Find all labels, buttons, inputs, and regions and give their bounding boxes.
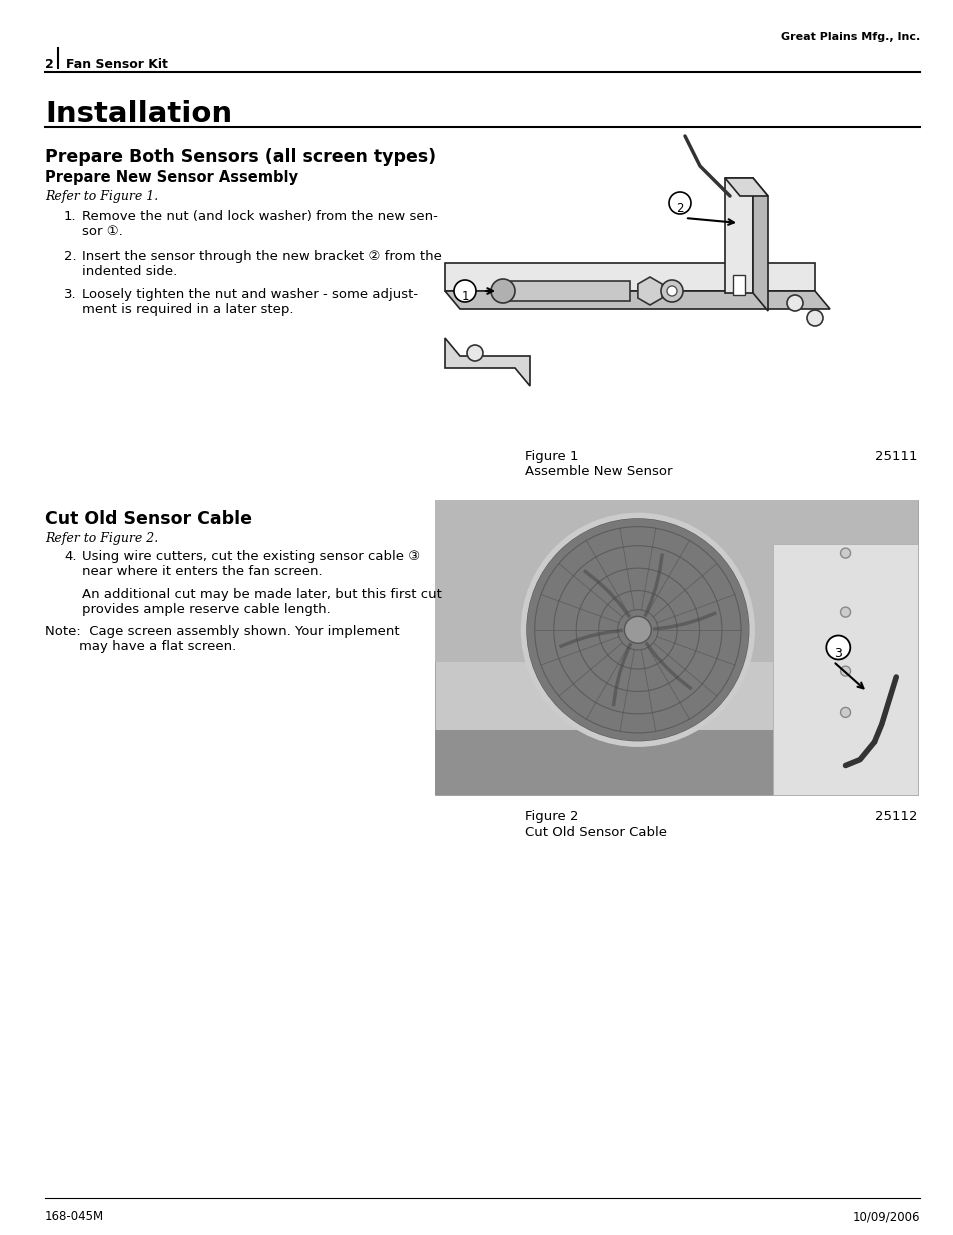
Text: Using wire cutters, cut the existing sensor cable ③
near where it enters the fan: Using wire cutters, cut the existing sen… — [82, 550, 419, 578]
Polygon shape — [444, 291, 829, 309]
Text: 168-045M: 168-045M — [45, 1210, 104, 1223]
Text: 2.: 2. — [64, 249, 76, 263]
Circle shape — [806, 310, 822, 326]
Text: 25111: 25111 — [875, 450, 917, 463]
Bar — [435, 500, 917, 662]
Text: Installation: Installation — [45, 100, 232, 128]
Text: 3: 3 — [834, 647, 841, 659]
Text: Fan Sensor Kit: Fan Sensor Kit — [66, 58, 168, 70]
Circle shape — [668, 191, 690, 214]
Circle shape — [660, 280, 682, 303]
Bar — [435, 730, 917, 795]
Circle shape — [840, 548, 850, 558]
Circle shape — [825, 636, 849, 659]
Text: Great Plains Mfg., Inc.: Great Plains Mfg., Inc. — [780, 32, 919, 42]
Polygon shape — [752, 178, 767, 311]
Bar — [435, 500, 917, 795]
Text: Note:  Cage screen assembly shown. Your implement
        may have a flat screen: Note: Cage screen assembly shown. Your i… — [45, 625, 399, 653]
Text: Figure 1: Figure 1 — [524, 450, 578, 463]
Bar — [772, 545, 917, 795]
Text: 10/09/2006: 10/09/2006 — [852, 1210, 919, 1223]
Text: Refer to Figure 1.: Refer to Figure 1. — [45, 190, 158, 203]
Text: Assemble New Sensor: Assemble New Sensor — [524, 466, 672, 478]
Bar — [724, 178, 752, 293]
Text: 1: 1 — [460, 289, 468, 303]
Text: Remove the nut (and lock washer) from the new sen-
sor ①.: Remove the nut (and lock washer) from th… — [82, 210, 437, 238]
Text: Cut Old Sensor Cable: Cut Old Sensor Cable — [524, 826, 666, 839]
Circle shape — [840, 666, 850, 676]
Text: Insert the sensor through the new bracket ② from the
indented side.: Insert the sensor through the new bracke… — [82, 249, 441, 278]
Circle shape — [666, 287, 677, 296]
Text: 2: 2 — [45, 58, 53, 70]
Bar — [732, 275, 744, 295]
Text: Refer to Figure 2.: Refer to Figure 2. — [45, 532, 158, 545]
Text: Figure 2: Figure 2 — [524, 810, 578, 823]
Text: Prepare New Sensor Assembly: Prepare New Sensor Assembly — [45, 170, 297, 185]
Text: 3.: 3. — [64, 288, 76, 301]
Bar — [444, 263, 814, 291]
Circle shape — [491, 279, 515, 303]
Circle shape — [454, 280, 476, 303]
Text: Prepare Both Sensors (all screen types): Prepare Both Sensors (all screen types) — [45, 148, 436, 165]
Text: 4.: 4. — [64, 550, 76, 563]
Circle shape — [525, 517, 749, 742]
Text: An additional cut may be made later, but this first cut
provides ample reserve c: An additional cut may be made later, but… — [82, 588, 441, 616]
Text: Cut Old Sensor Cable: Cut Old Sensor Cable — [45, 510, 252, 529]
Polygon shape — [724, 178, 767, 196]
Circle shape — [840, 608, 850, 618]
Text: 25112: 25112 — [875, 810, 917, 823]
Circle shape — [840, 708, 850, 718]
Bar — [502, 282, 629, 301]
Circle shape — [467, 345, 482, 361]
Text: 1.: 1. — [64, 210, 76, 224]
Polygon shape — [444, 338, 530, 387]
Bar — [435, 148, 917, 435]
Circle shape — [624, 616, 651, 643]
Text: Loosely tighten the nut and washer - some adjust-
ment is required in a later st: Loosely tighten the nut and washer - som… — [82, 288, 417, 316]
Circle shape — [786, 295, 802, 311]
Text: 2: 2 — [676, 201, 683, 215]
